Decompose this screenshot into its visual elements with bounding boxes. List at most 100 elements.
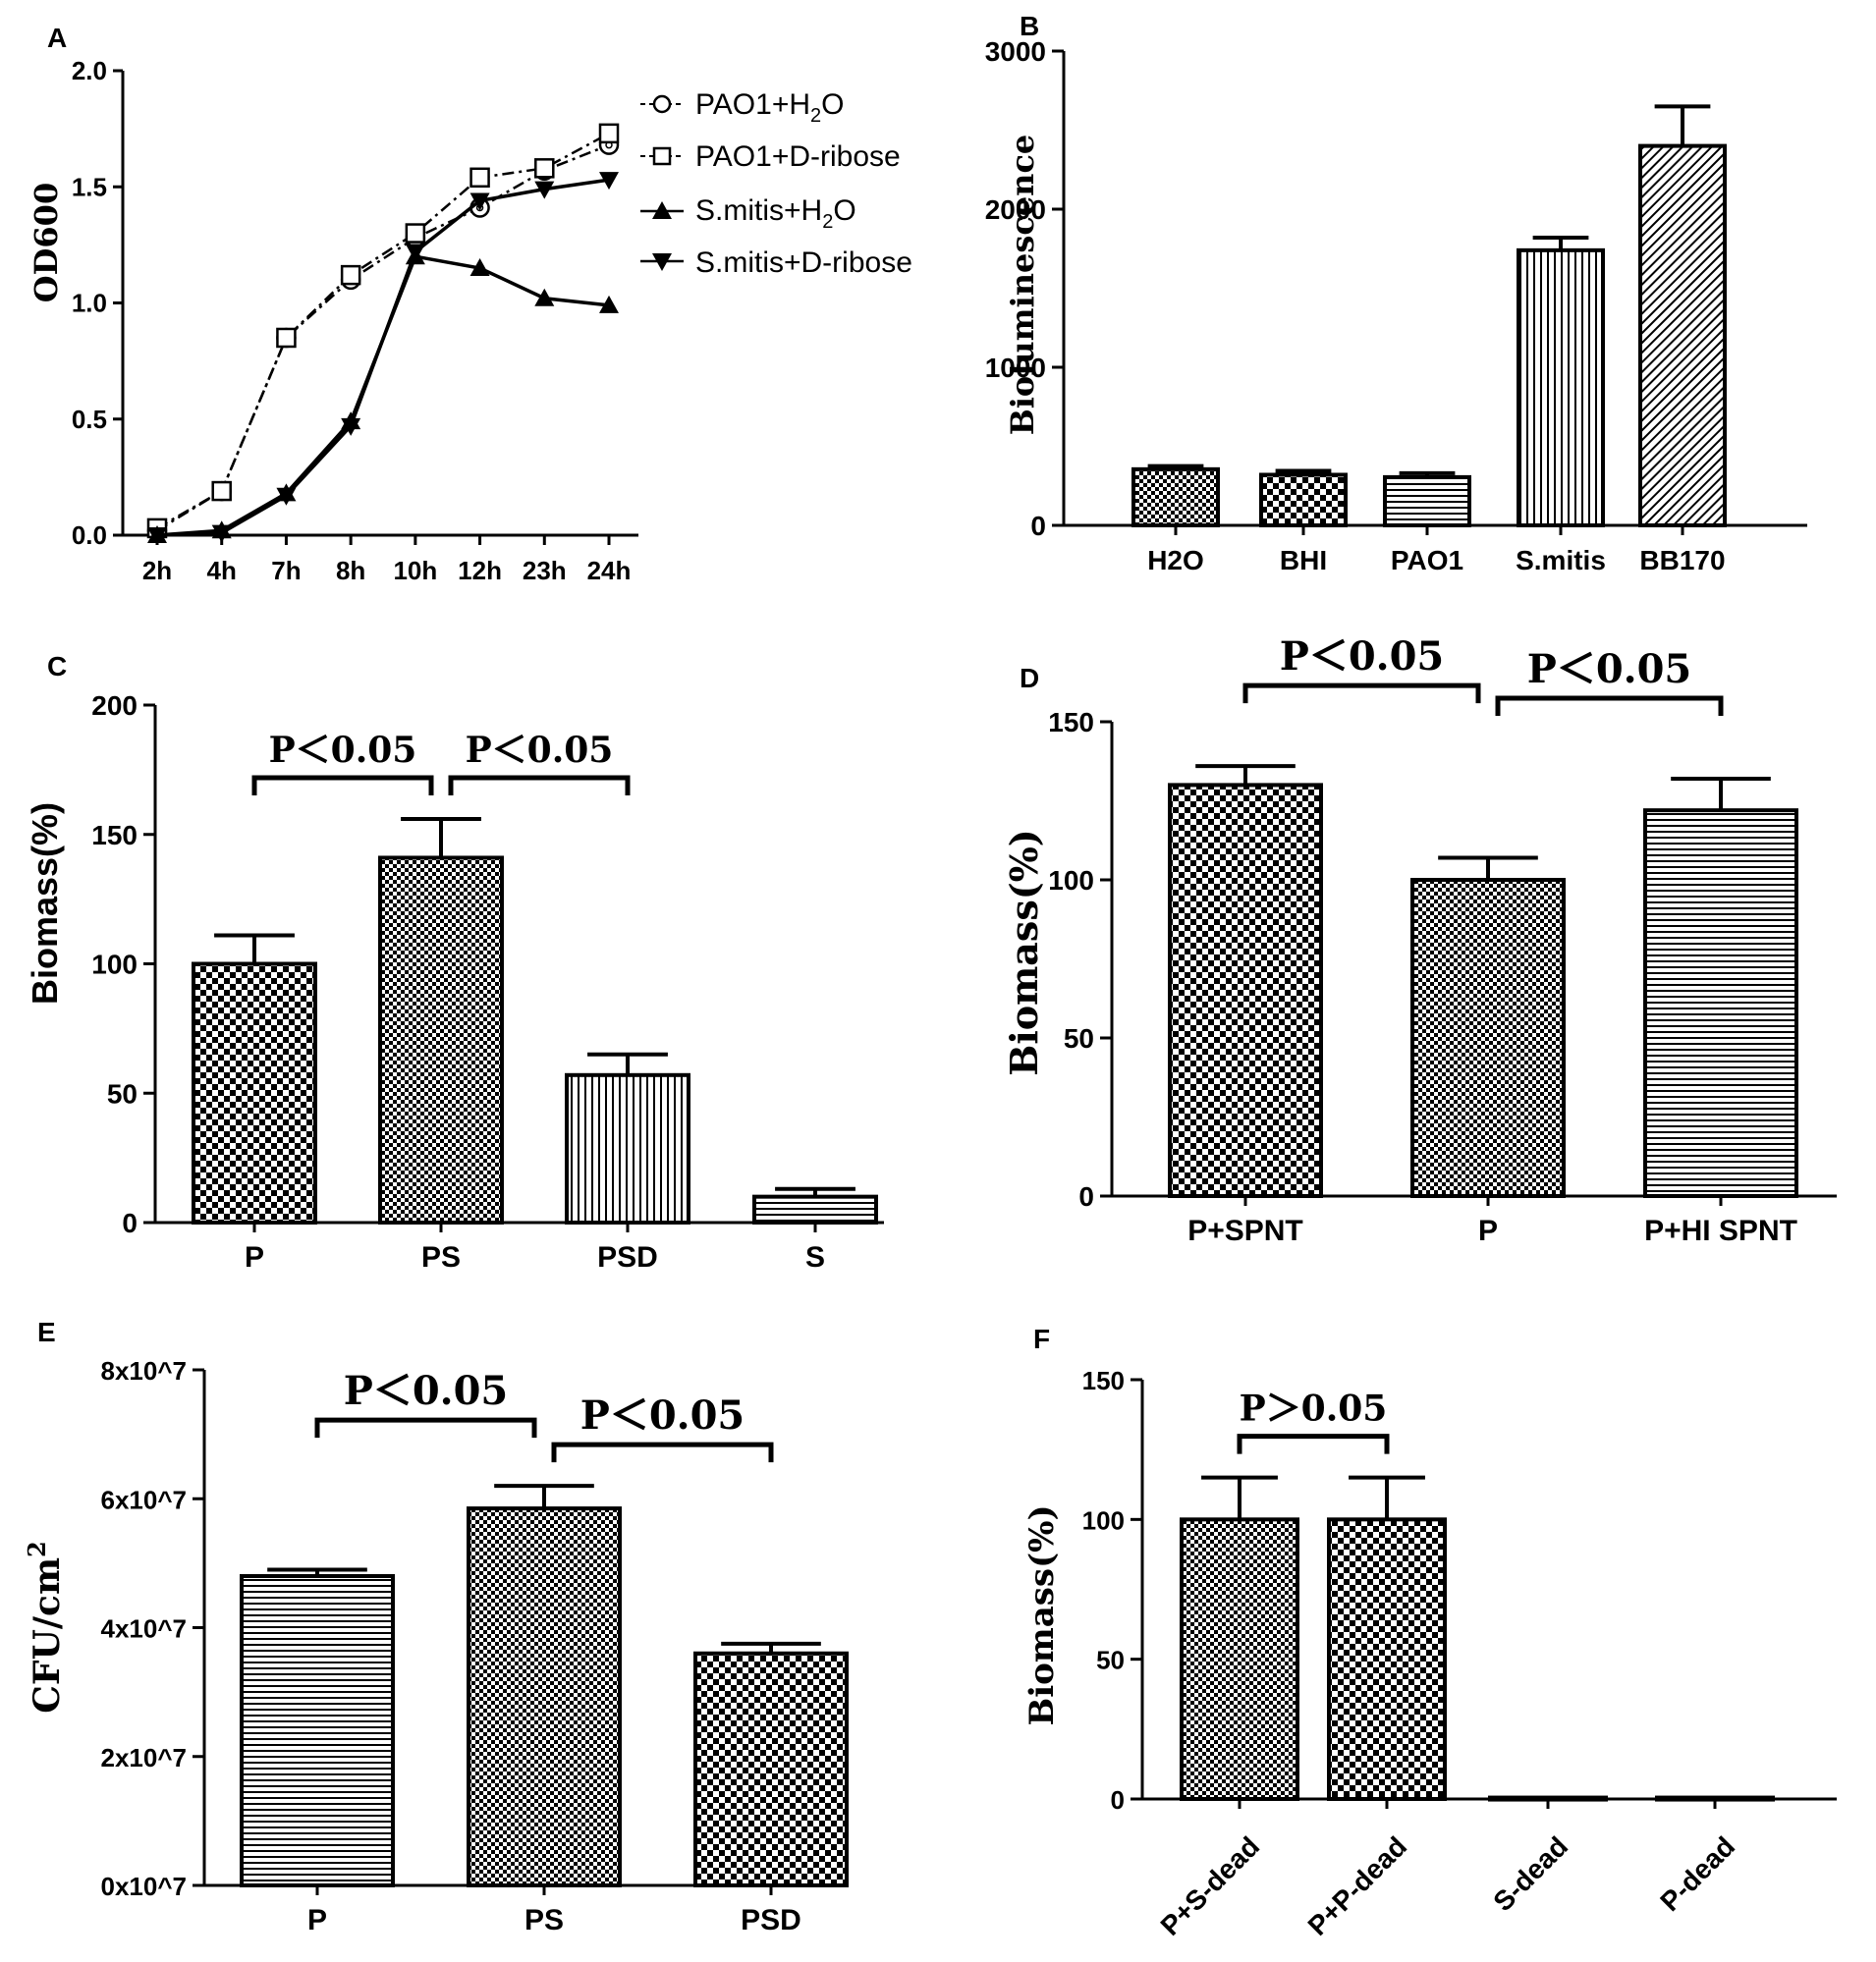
panel-c-x-tick-label: PSD [597, 1241, 658, 1274]
panel-c-x-tick-label: PS [421, 1241, 461, 1274]
panel-a-point [211, 480, 232, 502]
panel-d-bar-chart: Biomass(%) 0 50 100 150 P+SPNT P P+HI SPNT P＜0.… [1002, 633, 1837, 1247]
panel-f-x-tick-label: S-dead [1487, 1830, 1573, 1917]
panel-f-significance-label: P＞0.05 [1240, 1389, 1388, 1430]
panel-e-bar [467, 1506, 622, 1887]
panel-a-ylabel: OD600 [28, 183, 65, 302]
panel-b-x-tick-label: H2O [1147, 545, 1204, 575]
legend-label-smitis-d-ribose: S.mitis+D-ribose [695, 246, 912, 279]
panel-a-point [211, 524, 232, 543]
panel-b-bar [1131, 466, 1220, 527]
panel-b-x-tick-label: BB170 [1639, 545, 1725, 575]
panel-e-significance-label: P＜0.05 [580, 1392, 745, 1439]
panel-d-y-tick-label: 0 [1078, 1181, 1094, 1212]
panel-c-significance-label: P＜0.05 [269, 730, 417, 771]
panel-b-y-tick-label: 1000 [985, 353, 1046, 383]
panel-e-x-tick-label: P [307, 1904, 327, 1936]
panel-b-bar [1517, 247, 1605, 528]
panel-a-series-line-1 [156, 132, 610, 529]
panel-f-x-tick-label: P+S-dead [1155, 1830, 1266, 1941]
panel-f-y-tick-label: 100 [1082, 1505, 1125, 1535]
panel-a-line-chart: OD600 0.0 0.5 1.0 1.5 2.0 2h 4h 7h 8h 10h 12h 23h 24… [28, 56, 912, 585]
panel-a-series-line-3 [156, 178, 610, 537]
panel-e-bar [693, 1651, 849, 1887]
panel-d-y-tick-label: 50 [1064, 1023, 1094, 1054]
panel-f-ylabel: Biomass(%) [1022, 1504, 1062, 1725]
panel-b-y-tick-label: 3000 [985, 36, 1046, 67]
legend-label-pao1-d-ribose: PAO1+D-ribose [695, 140, 901, 173]
panel-d-y-tick-label: 100 [1048, 865, 1094, 896]
panel-a-point [276, 327, 297, 349]
panel-letter-b: B [1020, 11, 1039, 41]
panel-d-x-tick-label: P+SPNT [1187, 1215, 1303, 1247]
panel-c-y-tick-label: 200 [91, 690, 138, 721]
panel-a-x-tick-label: 7h [271, 556, 301, 585]
panel-a-point [469, 258, 490, 277]
panel-letter-d: D [1020, 663, 1039, 693]
panel-d-bar [1643, 808, 1798, 1198]
panel-e-y-tick-label: 4x10^7 [101, 1614, 187, 1644]
panel-letter-c: C [47, 651, 67, 681]
panel-b-y-tick-label: 2000 [985, 194, 1046, 225]
panel-a-point [276, 487, 297, 506]
panel-e-bar-chart: CFU/cm2 0x10^7 2x10^7 4x10^7 6x10^7 8x10^7 P P… [23, 1356, 849, 1936]
svg-text:CFU/cm2: CFU/cm2 [23, 1541, 68, 1713]
panel-e-significance-label: P＜0.05 [344, 1368, 509, 1414]
panel-a-point [341, 417, 361, 436]
panel-a-y-tick-label: 1.0 [72, 289, 107, 318]
panel-a-point [405, 223, 426, 244]
panel-d-significance-label: P＜0.05 [1527, 646, 1692, 692]
panel-c-x-tick-label: S [805, 1241, 825, 1274]
panel-a-point [340, 264, 361, 286]
panel-c-bar [752, 1194, 878, 1226]
panel-b-x-tick-label: BHI [1280, 545, 1327, 575]
panel-c-significance-label: P＜0.05 [466, 730, 614, 771]
panel-d-x-tick-label: P+HI SPNT [1644, 1215, 1797, 1247]
panel-b-bar [1259, 472, 1348, 528]
panel-a-x-tick-label: 8h [336, 556, 365, 585]
panel-a-axes: 0.0 0.5 1.0 1.5 2.0 2h 4h 7h 8h 10h 12h 23h 24h [72, 56, 638, 585]
panel-f-y-tick-label: 50 [1096, 1646, 1125, 1675]
panel-f-bar-chart: Biomass(%) 0 50 100 150 P+S-dead P+P-dead S-de… [1022, 1366, 1837, 1941]
panel-c-x-tick-label: P [245, 1241, 264, 1274]
panel-d-significance-label: P＜0.05 [1280, 633, 1445, 680]
panel-a-point [599, 295, 619, 313]
panel-a-y-tick-label: 1.5 [72, 172, 107, 201]
panel-a-point [534, 288, 555, 306]
panel-a-point [469, 167, 490, 189]
panel-a-point [599, 172, 619, 191]
panel-c-bar [192, 961, 317, 1225]
panel-a-point [147, 527, 167, 545]
panel-a-x-tick-label: 24h [587, 556, 632, 585]
panel-d-significance-bracket [1242, 682, 1481, 704]
svg-text:S.mitis+H2O: S.mitis+H2O [695, 194, 856, 233]
panel-c-y-tick-label: 100 [91, 950, 138, 980]
panel-c-bar [565, 1072, 690, 1226]
panel-b-bar [1383, 474, 1471, 527]
panel-d-significance-bracket [1495, 695, 1724, 716]
panel-c-significance-bracket [251, 775, 434, 795]
legend-entry-smitis-h2o: S.mitis+H2O [640, 194, 856, 233]
panel-a-point [534, 181, 555, 199]
panel-f-x-tick-label: P-dead [1654, 1830, 1740, 1917]
panel-a-y-tick-label: 2.0 [72, 56, 107, 85]
panel-d-ylabel: Biomass(%) [1002, 829, 1046, 1076]
panel-f-bar [1327, 1517, 1447, 1802]
panel-c-ylabel: Biomass(%) [25, 802, 65, 1005]
panel-e-y-tick-label: 2x10^7 [101, 1743, 187, 1772]
legend-label-pao1-h2o: PAO1+H [695, 88, 810, 121]
panel-letter-a: A [47, 23, 67, 53]
panel-e-x-tick-label: PS [524, 1904, 564, 1936]
legend-label-smitis-h2o: S.mitis+H [695, 194, 822, 227]
panel-letter-f: F [1033, 1324, 1050, 1354]
panel-f-x-tick-label: P+P-dead [1302, 1830, 1413, 1941]
panel-e-ylabel-superscript: 2 [23, 1541, 51, 1557]
panel-e-y-tick-label: 0x10^7 [101, 1872, 187, 1901]
legend-entry-pao1-d-ribose: PAO1+D-ribose [640, 140, 901, 173]
svg-text:PAO1+H2O: PAO1+H2O [695, 88, 844, 127]
panel-a-point [469, 192, 490, 211]
panel-e-y-tick-label: 6x10^7 [101, 1485, 187, 1514]
panel-a-point [405, 244, 425, 262]
panel-e-y-tick-label: 8x10^7 [101, 1356, 187, 1386]
panel-c-y-tick-label: 50 [107, 1078, 138, 1109]
